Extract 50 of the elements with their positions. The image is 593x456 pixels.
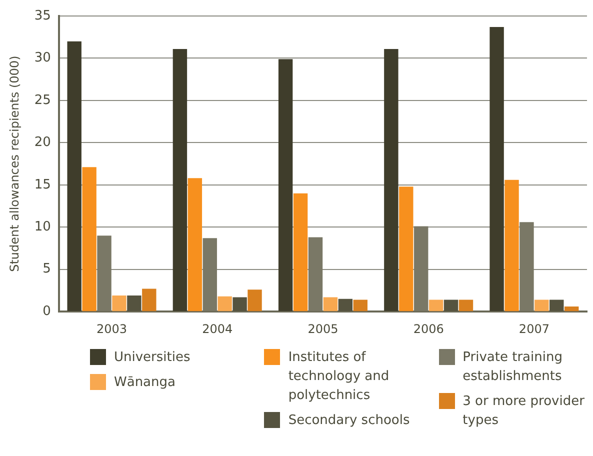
bar bbox=[97, 236, 112, 312]
y-tick-label: 0 bbox=[42, 304, 51, 319]
bar bbox=[308, 237, 323, 312]
y-tick-label: 25 bbox=[34, 92, 51, 108]
bar bbox=[172, 48, 188, 312]
bar bbox=[82, 167, 96, 312]
bar bbox=[550, 300, 564, 312]
bar bbox=[428, 300, 444, 312]
bar bbox=[490, 26, 504, 312]
y-tick-label: 30 bbox=[34, 50, 51, 66]
y-tick-label: 10 bbox=[34, 220, 51, 235]
bar bbox=[504, 180, 519, 312]
legend-label: 3 or more provider types bbox=[462, 393, 586, 430]
bar bbox=[458, 300, 474, 312]
bar bbox=[444, 300, 458, 312]
legend-label: Secondary schools bbox=[288, 412, 410, 430]
bar bbox=[202, 238, 217, 312]
legend-label: Universities bbox=[114, 349, 190, 367]
y-tick-label: 15 bbox=[34, 177, 51, 192]
bar bbox=[232, 297, 247, 312]
bar bbox=[564, 306, 579, 312]
bar bbox=[142, 288, 156, 312]
y-tick-label: 5 bbox=[42, 262, 51, 277]
y-axis-title: Student allowances recipients (000) bbox=[7, 56, 22, 272]
bar bbox=[293, 193, 308, 312]
bar bbox=[338, 298, 353, 312]
x-tick-label: 2003 bbox=[96, 322, 128, 336]
y-tick-label: 35 bbox=[34, 8, 51, 24]
x-tick-label: 2007 bbox=[518, 322, 550, 336]
bar bbox=[278, 59, 293, 312]
x-tick-label: 2006 bbox=[413, 322, 444, 336]
bar bbox=[218, 296, 232, 312]
legend-label: Institutes of technology and polytechnics bbox=[288, 349, 390, 405]
bar bbox=[520, 222, 534, 312]
bar bbox=[384, 48, 398, 312]
legend-label: Wānanga bbox=[114, 374, 176, 392]
bar bbox=[67, 41, 82, 312]
bar bbox=[323, 297, 338, 312]
bar bbox=[188, 178, 202, 312]
bar bbox=[248, 290, 262, 312]
bar bbox=[112, 296, 126, 312]
legend-label: Private training establishments bbox=[462, 349, 564, 386]
bar bbox=[127, 296, 142, 312]
y-tick-label: 20 bbox=[34, 135, 51, 150]
x-tick-label: 2005 bbox=[308, 322, 338, 336]
bar bbox=[534, 300, 549, 312]
x-tick-label: 2004 bbox=[202, 322, 233, 336]
bar bbox=[414, 226, 428, 312]
bar bbox=[399, 186, 414, 312]
bar bbox=[353, 300, 368, 312]
